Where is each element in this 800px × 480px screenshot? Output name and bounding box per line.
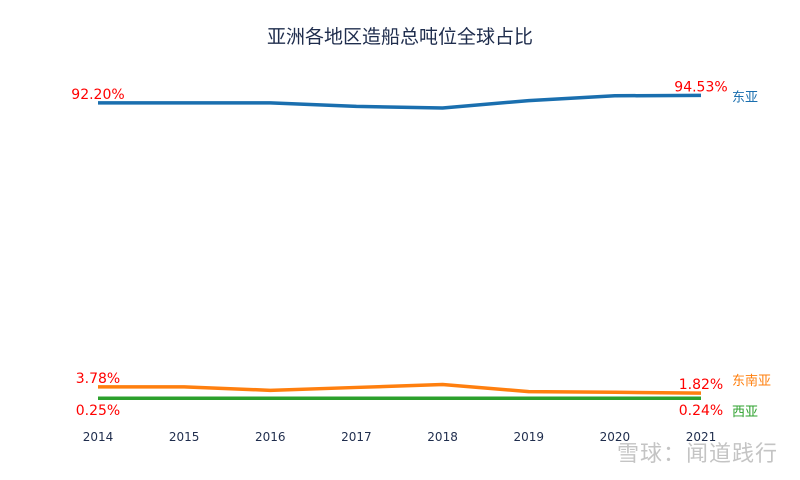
x-tick-label: 2015 <box>169 430 200 444</box>
x-tick-label: 2018 <box>427 430 458 444</box>
legend-label: 东南亚 <box>732 373 771 389</box>
data-label: 3.78% <box>76 371 120 387</box>
x-tick-label: 2016 <box>255 430 286 444</box>
x-tick-label: 2019 <box>513 430 544 444</box>
watermark: 雪球：闻道践行 <box>616 442 778 467</box>
x-tick-label: 2017 <box>341 430 372 444</box>
series-line-0 <box>98 93 702 110</box>
data-label: 92.20% <box>71 87 124 103</box>
series-line-1 <box>98 382 702 395</box>
x-tick-label: 2021 <box>686 430 717 444</box>
x-tick-label: 2020 <box>600 430 631 444</box>
data-label: 0.25% <box>76 403 120 419</box>
legend-label: 西亚 <box>732 405 758 420</box>
x-tick-label: 2014 <box>83 430 114 444</box>
data-label: 94.53% <box>674 79 727 95</box>
data-label: 0.24% <box>679 403 723 419</box>
legend-label: 东亚 <box>732 90 758 105</box>
chart-title: 亚洲各地区造船总吨位全球占比 <box>266 26 533 48</box>
data-label: 1.82% <box>679 377 723 393</box>
